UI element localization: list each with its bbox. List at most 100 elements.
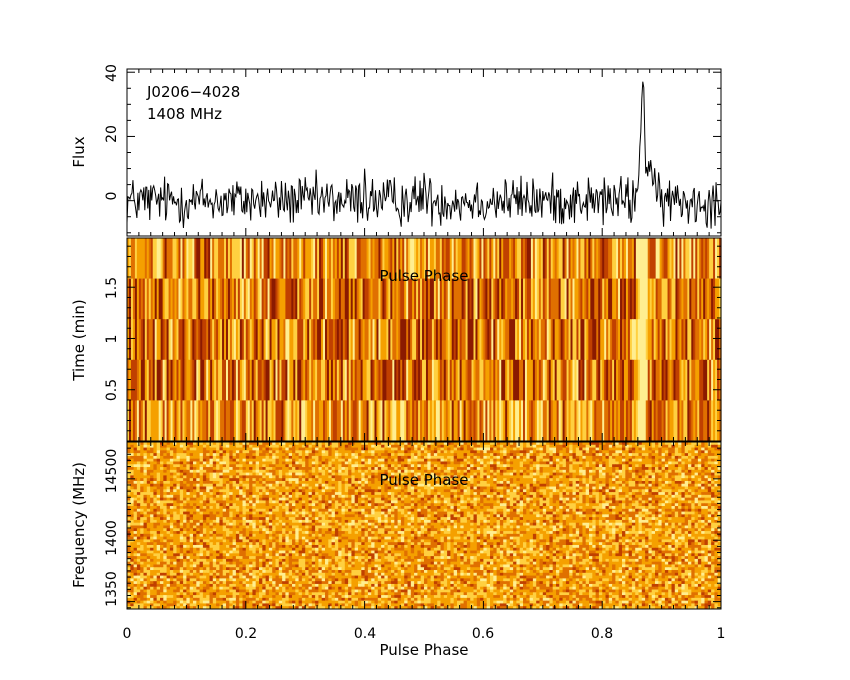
frequency-heatmap-cell [256,461,260,464]
frequency-heatmap-cell [639,445,643,448]
frequency-heatmap-cell [526,445,530,448]
frequency-heatmap-cell [553,487,557,490]
frequency-heatmap-cell [549,487,553,490]
frequency-heatmap-cell [309,445,313,448]
frequency-heatmap-cell [325,487,329,490]
frequency-heatmap-cell [464,453,468,456]
frequency-heatmap-cell [411,453,415,456]
frequency-heatmap-cell [503,478,507,481]
frequency-heatmap-cell [662,453,666,456]
frequency-heatmap-cell [226,470,230,473]
frequency-heatmap-cell [655,461,659,464]
frequency-heatmap-cell [599,478,603,481]
frequency-heatmap-cell [318,487,322,490]
frequency-heatmap-cell [243,461,247,464]
frequency-heatmap-cell [681,487,685,490]
frequency-heatmap-cell [243,470,247,473]
frequency-heatmap-cell [619,461,623,464]
frequency-heatmap-cell [196,461,200,464]
frequency-heatmap-cell [153,453,157,456]
frequency-heatmap-cell [596,445,600,448]
frequency-heatmap-cell [619,470,623,473]
frequency-heatmap-cell [318,461,322,464]
frequency-heatmap-cell [540,487,544,490]
frequency-heatmap-cell [520,453,524,456]
frequency-phase-panel: Pulse Phase 1350 1400 14500 Frequency (M… [70,442,725,659]
frequency-heatmap-cell [262,453,266,456]
frequency-heatmap-cell [652,461,656,464]
frequency-heatmap-cell [688,478,692,481]
frequency-heatmap-cell [338,478,342,481]
frequency-heatmap-cell [378,461,382,464]
frequency-heatmap-cell [259,487,263,490]
frequency-heatmap-cell [292,478,296,481]
frequency-heatmap-cell [292,470,296,473]
frequency-heatmap-cell [665,453,669,456]
frequency-heatmap-cell [421,453,425,456]
frequency-heatmap-cell [417,445,421,448]
frequency-heatmap-cell [648,470,652,473]
frequency-heatmap-cell [507,453,511,456]
frequency-heatmap-cell [681,461,685,464]
frequency-heatmap-cell [249,461,253,464]
frequency-heatmap-cell [262,487,266,490]
frequency-heatmap-cell [345,470,349,473]
frequency-heatmap-cell [668,461,672,464]
frequency-heatmap-cell [655,470,659,473]
frequency-heatmap-cell [678,453,682,456]
frequency-heatmap-cell [540,453,544,456]
frequency-heatmap-cell [378,453,382,456]
frequency-heatmap-cell [566,461,570,464]
frequency-heatmap-cell [685,478,689,481]
frequency-heatmap-cell [144,453,148,456]
frequency-heatmap-cell [266,478,270,481]
frequency-heatmap-cell [216,478,220,481]
frequency-heatmap-cell [467,445,471,448]
frequency-heatmap-cell [239,470,243,473]
frequency-heatmap-cell [642,487,646,490]
frequency-heatmap-cell [163,470,167,473]
frequency-heatmap-cell [289,445,293,448]
frequency-heatmap-cell [249,470,253,473]
frequency-heatmap-cell [530,470,534,473]
frequency-heatmap-cell [150,470,154,473]
frequency-heatmap-cell [635,478,639,481]
frequency-heatmap-cell [711,445,715,448]
frequency-heatmap-cell [612,487,616,490]
frequency-heatmap-cell [507,478,511,481]
frequency-heatmap-cell [599,461,603,464]
frequency-heatmap-cell [648,478,652,481]
frequency-heatmap-cell [553,470,557,473]
frequency-heatmap-cell [371,445,375,448]
frequency-heatmap-cell [503,470,507,473]
frequency-heatmap-cell [441,445,445,448]
frequency-heatmap-cell [130,445,134,448]
frequency-heatmap-cell [305,470,309,473]
frequency-heatmap-cell [668,445,672,448]
frequency-heatmap-cell [200,453,204,456]
time-y-tick-label-0.5: 0.5 [104,379,120,401]
frequency-heatmap-cell [312,445,316,448]
frequency-heatmap-cell [398,445,402,448]
frequency-heatmap-cell [401,461,405,464]
frequency-heatmap-cell [483,453,487,456]
frequency-heatmap-cell [173,487,177,490]
frequency-heatmap-cell [450,461,454,464]
frequency-heatmap-cell [490,470,494,473]
frequency-heatmap-cell [642,453,646,456]
frequency-heatmap-cell [219,445,223,448]
frequency-heatmap-cell [698,478,702,481]
frequency-heatmap-cell [368,461,372,464]
frequency-heatmap-cell [262,445,266,448]
frequency-heatmap-cell [540,470,544,473]
frequency-heatmap-cell [289,478,293,481]
frequency-heatmap-cell [157,461,161,464]
frequency-heatmap-cell [480,487,484,490]
frequency-heatmap-cell [150,487,154,490]
frequency-heatmap-cell [573,461,577,464]
frequency-heatmap-cell [137,453,141,456]
frequency-heatmap-cell [474,478,478,481]
frequency-heatmap-cell [285,461,289,464]
profile-line [127,82,721,229]
frequency-heatmap-cell [173,445,177,448]
